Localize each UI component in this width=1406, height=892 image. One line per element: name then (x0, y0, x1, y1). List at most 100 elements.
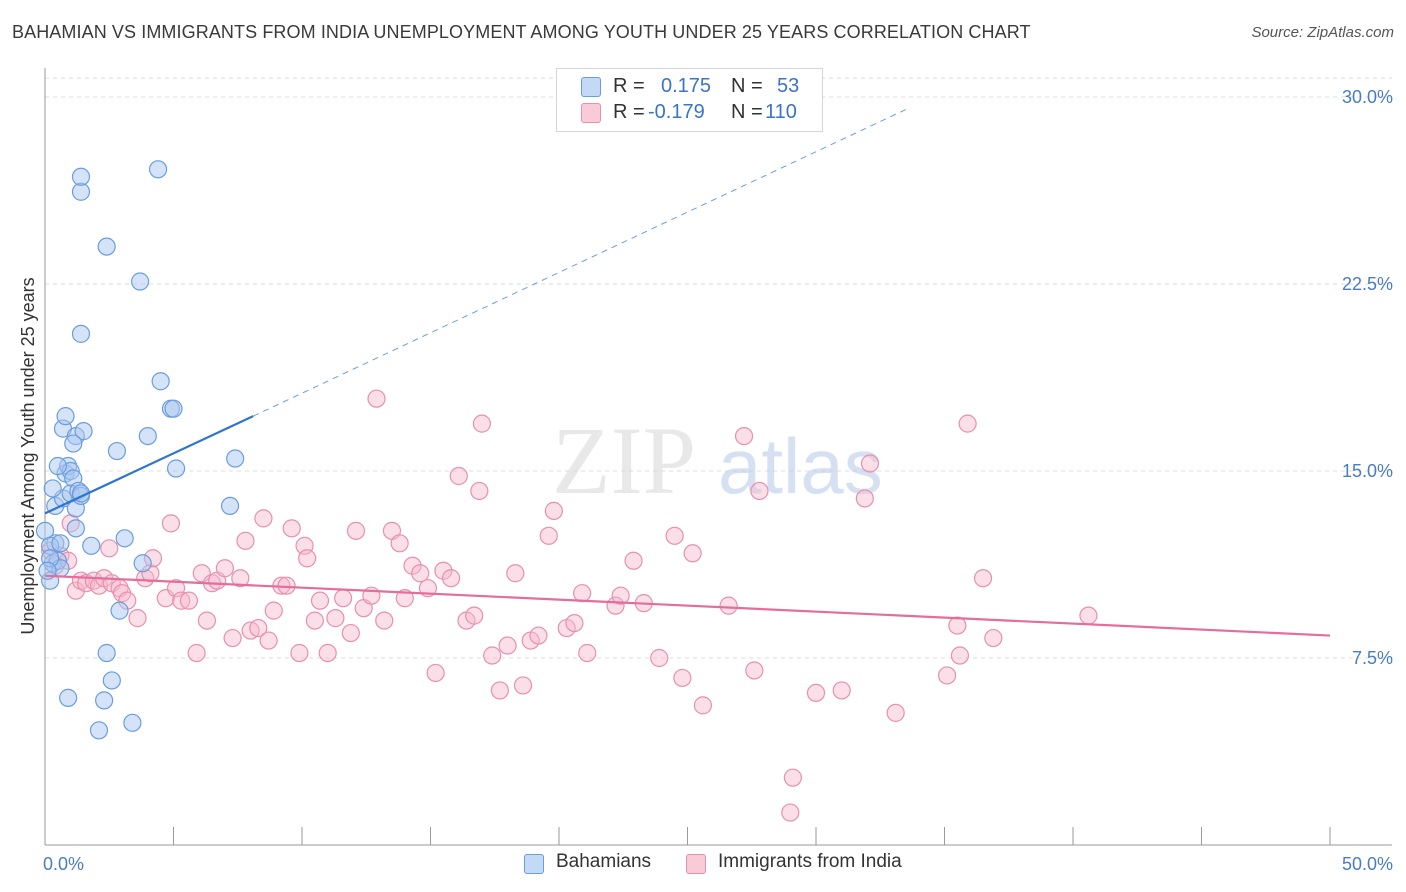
data-point-india (310, 591, 330, 610)
series-legend: Bahamians Immigrants from India (0, 851, 1406, 879)
data-point-india (290, 643, 309, 663)
legend-swatch-pink (686, 854, 706, 874)
data-point-india (254, 509, 273, 528)
watermark: ZIP atlas (552, 407, 883, 514)
data-point-india (395, 589, 414, 608)
data-point-india (334, 589, 353, 608)
data-point-india (490, 681, 509, 700)
data-point-bahamians (97, 643, 116, 663)
data-point-india (673, 668, 692, 688)
data-point-india (367, 389, 386, 408)
data-point-india (441, 569, 461, 588)
legend-r-value: -0.179 (648, 101, 705, 123)
data-point-india (950, 646, 970, 665)
data-point-india (498, 636, 517, 655)
data-point-india (341, 623, 360, 643)
data-point-india (264, 601, 283, 620)
data-point-india (650, 648, 669, 668)
data-point-india (624, 551, 643, 570)
x-tick-label: 50.0% (1342, 854, 1393, 874)
y-tick-label: 22.5% (1342, 274, 1393, 294)
data-point-india (832, 681, 851, 700)
data-point-india (683, 544, 702, 563)
data-point-india (100, 539, 119, 558)
data-point-india (375, 611, 394, 630)
legend-swatch-blue (524, 854, 544, 874)
data-point-bahamians (166, 459, 186, 478)
data-point-india (973, 569, 993, 588)
data-point-india (470, 481, 489, 501)
data-point-india (781, 803, 800, 822)
data-point-india (529, 626, 548, 645)
data-point-bahamians (138, 426, 157, 446)
data-point-india (886, 703, 905, 722)
data-point-india (783, 768, 802, 787)
y-tick-label: 30.0% (1342, 87, 1393, 107)
data-point-india (472, 414, 491, 433)
data-point-india (1079, 606, 1098, 625)
data-point-bahamians (56, 407, 75, 426)
data-point-india (346, 521, 366, 540)
data-point-india (305, 611, 324, 630)
data-point-india (565, 613, 584, 633)
data-point-india (539, 526, 558, 545)
series-bahamians-points (35, 160, 245, 740)
data-point-india (483, 646, 502, 665)
data-point-bahamians (59, 688, 78, 707)
data-point-india (611, 586, 630, 605)
data-point-bahamians (64, 434, 83, 453)
data-point-india (390, 534, 409, 553)
x-tick-label: 0.0% (43, 854, 84, 874)
data-point-bahamians (148, 160, 168, 179)
data-point-india (282, 519, 301, 538)
source-credit: Source: ZipAtlas.com (1251, 24, 1394, 41)
legend-label-india: Immigrants from India (718, 851, 902, 872)
data-point-bahamians (43, 479, 62, 498)
data-point-india (465, 606, 484, 625)
data-point-bahamians (226, 449, 245, 468)
data-point-india (66, 581, 85, 600)
data-point-bahamians (123, 713, 142, 732)
data-point-india (948, 616, 967, 635)
legend-r-label: R = (613, 75, 645, 97)
data-point-india (693, 696, 713, 715)
data-point-bahamians (151, 372, 170, 391)
data-point-india (161, 514, 181, 533)
data-point-bahamians (102, 671, 121, 690)
data-point-india (318, 643, 337, 663)
data-point-india (215, 559, 234, 578)
data-point-bahamians (71, 324, 91, 343)
data-point-india (259, 631, 278, 650)
data-point-india (249, 618, 268, 638)
data-point-india (187, 643, 206, 663)
data-point-india (937, 666, 957, 685)
legend-n-value: 110 (765, 101, 797, 123)
series-india-points (41, 389, 1098, 822)
data-point-bahamians (71, 167, 91, 186)
legend-swatch-pink (581, 103, 601, 123)
data-point-india (984, 628, 1003, 648)
data-point-india (573, 584, 592, 603)
data-point-india (426, 663, 445, 683)
data-point-india (403, 556, 422, 575)
data-point-india (326, 609, 345, 628)
data-point-india (860, 454, 880, 473)
data-point-india (172, 591, 191, 610)
chart-title: BAHAMIAN VS IMMIGRANTS FROM INDIA UNEMPL… (12, 22, 1031, 42)
legend-swatch-blue (581, 77, 601, 97)
data-point-india (665, 526, 684, 545)
trend-line-bahamians (44, 415, 254, 515)
legend-r-value: 0.175 (661, 75, 712, 97)
data-point-india (411, 564, 430, 583)
data-point-india (958, 414, 977, 433)
data-point-bahamians (133, 554, 152, 573)
legend-label-bahamians: Bahamians (556, 851, 652, 872)
data-point-india (179, 591, 199, 610)
legend-n-label: N = (731, 75, 763, 97)
data-point-bahamians (48, 456, 67, 476)
legend-n-label: N = (731, 101, 763, 123)
data-point-india (434, 561, 453, 580)
data-point-bahamians (110, 601, 129, 620)
data-point-bahamians (74, 422, 93, 441)
